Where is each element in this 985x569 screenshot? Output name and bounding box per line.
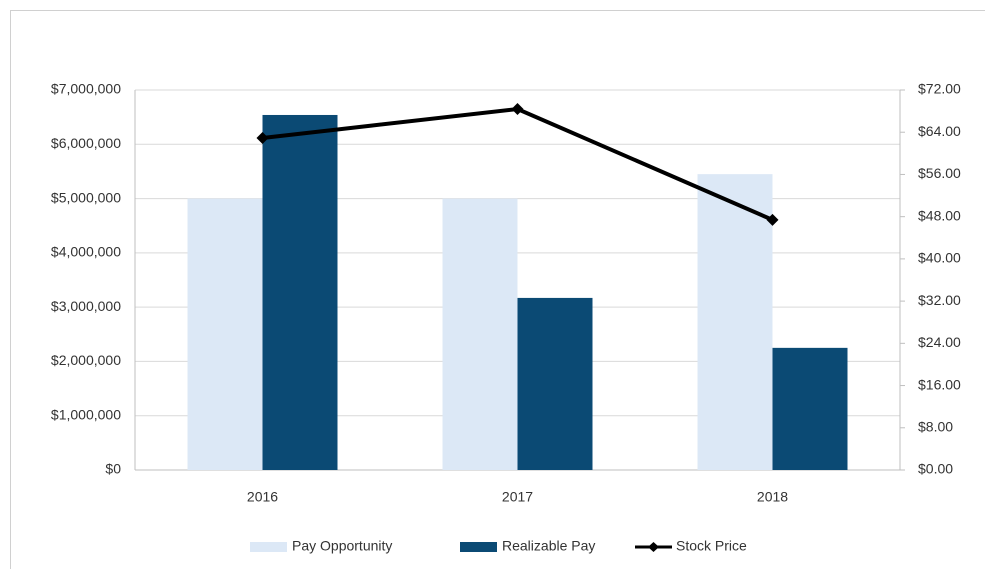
y2-tick-label: $64.00: [918, 123, 961, 139]
line-marker: [766, 213, 779, 226]
y-tick-label: $1,000,000: [51, 406, 121, 422]
y2-tick-label: $32.00: [918, 292, 961, 308]
y2-tick-label: $8.00: [918, 418, 953, 434]
y2-tick-label: $48.00: [918, 207, 961, 223]
y-tick-label: $7,000,000: [51, 81, 121, 97]
y-tick-label: $0: [105, 461, 121, 477]
bar: [442, 198, 518, 471]
bar: [697, 174, 773, 470]
legend-swatch-marker: [648, 542, 659, 552]
y2-tick-label: $40.00: [918, 250, 961, 266]
x-tick-label: 2018: [757, 489, 788, 505]
line-marker: [511, 103, 524, 115]
legend-label: Realizable Pay: [502, 538, 595, 554]
legend-label: Pay Opportunity: [292, 538, 392, 554]
bar: [262, 114, 338, 470]
line-marker: [256, 132, 269, 145]
y-tick-label: $2,000,000: [51, 352, 121, 368]
y-tick-label: $6,000,000: [51, 135, 121, 151]
x-tick-label: 2016: [247, 489, 278, 505]
y-tick-label: $5,000,000: [51, 189, 121, 205]
y2-tick-label: $56.00: [918, 165, 961, 181]
bar: [187, 198, 263, 471]
y-tick-label: $4,000,000: [51, 244, 121, 260]
y2-tick-label: $16.00: [918, 376, 961, 392]
legend-label: Stock Price: [676, 538, 747, 554]
legend-swatch: [460, 542, 497, 552]
y2-tick-label: $0.00: [918, 461, 953, 477]
bar: [772, 347, 848, 470]
y2-tick-label: $24.00: [918, 334, 961, 350]
y-tick-label: $3,000,000: [51, 298, 121, 314]
y2-tick-label: $72.00: [918, 81, 961, 97]
bar: [517, 297, 593, 470]
legend-swatch: [250, 542, 287, 552]
x-tick-label: 2017: [502, 489, 533, 505]
